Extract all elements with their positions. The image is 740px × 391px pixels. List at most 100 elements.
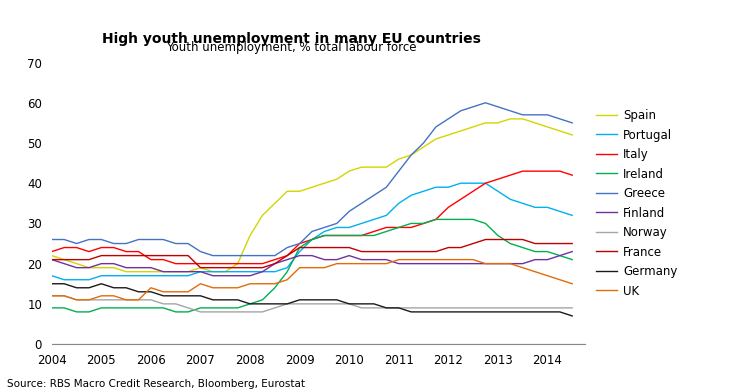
Spain bbox=[134, 269, 143, 274]
Spain bbox=[308, 185, 317, 190]
Greece bbox=[382, 185, 391, 190]
Germany bbox=[147, 289, 155, 294]
Ireland bbox=[431, 217, 440, 222]
Italy bbox=[233, 261, 242, 266]
Italy bbox=[283, 253, 292, 258]
Ireland bbox=[295, 245, 304, 250]
UK bbox=[221, 285, 229, 290]
UK bbox=[382, 261, 391, 266]
Ireland bbox=[407, 221, 416, 226]
Germany bbox=[543, 310, 552, 314]
Portugal bbox=[171, 273, 180, 278]
France bbox=[308, 245, 317, 250]
Finland bbox=[481, 261, 490, 266]
France bbox=[258, 265, 267, 270]
Ireland bbox=[196, 305, 205, 310]
Greece bbox=[357, 201, 366, 206]
UK bbox=[196, 282, 205, 286]
Ireland bbox=[209, 305, 218, 310]
Norway bbox=[283, 301, 292, 306]
Germany bbox=[531, 310, 539, 314]
Portugal bbox=[258, 269, 267, 274]
Italy bbox=[209, 261, 218, 266]
France bbox=[171, 253, 180, 258]
Line: Greece: Greece bbox=[52, 103, 572, 256]
Finland bbox=[196, 269, 205, 274]
Greece bbox=[518, 113, 527, 117]
Italy bbox=[171, 261, 180, 266]
Italy bbox=[184, 261, 192, 266]
Germany bbox=[295, 298, 304, 302]
Ireland bbox=[468, 217, 477, 222]
Finland bbox=[494, 261, 502, 266]
Portugal bbox=[543, 205, 552, 210]
Greece bbox=[407, 153, 416, 158]
Germany bbox=[431, 310, 440, 314]
UK bbox=[320, 265, 329, 270]
Line: France: France bbox=[52, 240, 572, 268]
Finland bbox=[233, 273, 242, 278]
Greece bbox=[394, 169, 403, 174]
UK bbox=[468, 257, 477, 262]
Greece bbox=[568, 120, 576, 125]
Norway bbox=[134, 298, 143, 302]
Germany bbox=[134, 289, 143, 294]
Italy bbox=[457, 197, 465, 202]
Title: High youth unemployment in many EU countries: High youth unemployment in many EU count… bbox=[102, 32, 481, 46]
Germany bbox=[246, 301, 255, 306]
Germany bbox=[60, 282, 69, 286]
Italy bbox=[568, 173, 576, 178]
Germany bbox=[457, 310, 465, 314]
Finland bbox=[543, 257, 552, 262]
Spain bbox=[481, 120, 490, 125]
Greece bbox=[468, 104, 477, 109]
Greece bbox=[209, 253, 218, 258]
Germany bbox=[357, 301, 366, 306]
Line: Norway: Norway bbox=[52, 296, 572, 312]
Italy bbox=[394, 225, 403, 230]
Italy bbox=[159, 257, 168, 262]
France bbox=[419, 249, 428, 254]
Italy bbox=[110, 245, 118, 250]
Greece bbox=[506, 108, 515, 113]
Spain bbox=[394, 157, 403, 161]
Greece bbox=[320, 225, 329, 230]
Spain bbox=[233, 261, 242, 266]
Italy bbox=[320, 233, 329, 238]
Portugal bbox=[320, 229, 329, 234]
Germany bbox=[270, 301, 279, 306]
Ireland bbox=[258, 298, 267, 302]
France bbox=[47, 257, 56, 262]
Italy bbox=[72, 245, 81, 250]
Greece bbox=[221, 253, 229, 258]
Norway bbox=[494, 305, 502, 310]
Finland bbox=[134, 265, 143, 270]
Ireland bbox=[506, 241, 515, 246]
UK bbox=[345, 261, 354, 266]
Greece bbox=[147, 237, 155, 242]
Norway bbox=[357, 305, 366, 310]
Norway bbox=[308, 301, 317, 306]
Germany bbox=[320, 298, 329, 302]
Germany bbox=[283, 301, 292, 306]
Finland bbox=[283, 257, 292, 262]
France bbox=[60, 257, 69, 262]
UK bbox=[431, 257, 440, 262]
UK bbox=[233, 285, 242, 290]
Line: UK: UK bbox=[52, 260, 572, 300]
UK bbox=[407, 257, 416, 262]
Greece bbox=[457, 108, 465, 113]
France bbox=[121, 253, 130, 258]
Norway bbox=[47, 294, 56, 298]
Greece bbox=[332, 221, 341, 226]
Germany bbox=[518, 310, 527, 314]
Ireland bbox=[60, 305, 69, 310]
Germany bbox=[506, 310, 515, 314]
Germany bbox=[556, 310, 565, 314]
Finland bbox=[357, 257, 366, 262]
France bbox=[543, 241, 552, 246]
Portugal bbox=[283, 265, 292, 270]
Portugal bbox=[468, 181, 477, 186]
France bbox=[196, 265, 205, 270]
Norway bbox=[345, 301, 354, 306]
